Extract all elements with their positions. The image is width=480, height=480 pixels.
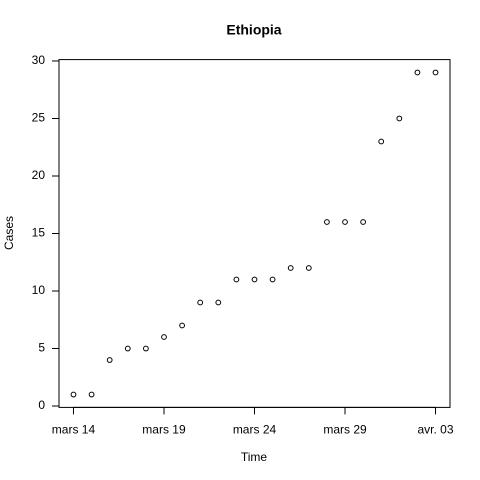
y-tick-label: 20 (32, 168, 46, 182)
plot-box (58, 59, 451, 408)
point (324, 219, 330, 225)
chart-title: Ethiopia (226, 22, 281, 38)
point (179, 322, 185, 329)
point (251, 276, 258, 283)
point (269, 276, 276, 283)
point (106, 357, 113, 363)
point (197, 299, 204, 306)
x-tick-label: mars 24 (233, 423, 277, 437)
x-axis-label: Time (241, 450, 268, 464)
x-tick-label: mars 14 (52, 423, 96, 437)
y-tick-label: 5 (38, 341, 45, 355)
point (396, 115, 403, 122)
y-tick-label: 30 (32, 53, 46, 67)
point (432, 69, 439, 76)
y-tick-label: 15 (32, 226, 46, 240)
x-tick-label: mars 29 (323, 423, 367, 437)
point (360, 219, 367, 225)
x-tick-label: avr. 03 (418, 423, 454, 437)
point (287, 265, 294, 271)
y-tick-label: 25 (32, 111, 46, 125)
point (70, 391, 77, 398)
point (233, 276, 240, 283)
y-tick-label: 0 (38, 398, 45, 412)
point (124, 345, 131, 352)
point (161, 334, 167, 340)
point (305, 265, 312, 271)
point (378, 138, 385, 145)
y-axis-label: Cases (2, 216, 16, 250)
point (88, 391, 95, 398)
point (414, 69, 421, 76)
point (142, 345, 149, 352)
point (342, 219, 348, 225)
y-tick-label: 10 (32, 283, 46, 297)
x-tick-label: mars 19 (142, 423, 186, 437)
point (215, 299, 222, 306)
